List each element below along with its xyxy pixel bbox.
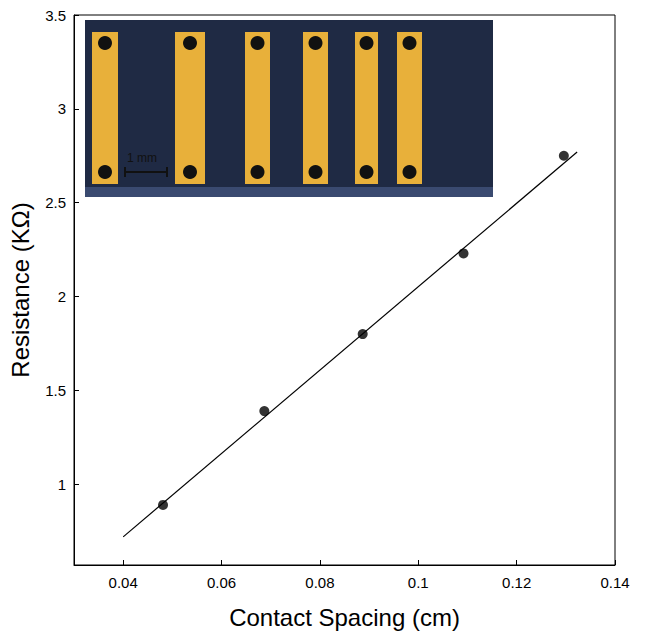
svg-text:0.06: 0.06 — [207, 574, 236, 591]
svg-text:Contact Spacing (cm): Contact Spacing (cm) — [229, 604, 460, 631]
svg-text:0.04: 0.04 — [109, 574, 138, 591]
svg-text:0.1: 0.1 — [408, 574, 429, 591]
svg-text:3.5: 3.5 — [45, 7, 66, 24]
svg-text:0.12: 0.12 — [502, 574, 531, 591]
svg-text:1.5: 1.5 — [45, 382, 66, 399]
svg-text:2.5: 2.5 — [45, 194, 66, 211]
svg-text:1 mm: 1 mm — [127, 151, 157, 165]
svg-text:3: 3 — [58, 100, 66, 117]
svg-text:2: 2 — [58, 288, 66, 305]
svg-text:0.14: 0.14 — [600, 574, 629, 591]
svg-text:0.08: 0.08 — [305, 574, 334, 591]
svg-text:1: 1 — [58, 476, 66, 493]
svg-text:Resistance (KΩ): Resistance (KΩ) — [7, 202, 34, 377]
